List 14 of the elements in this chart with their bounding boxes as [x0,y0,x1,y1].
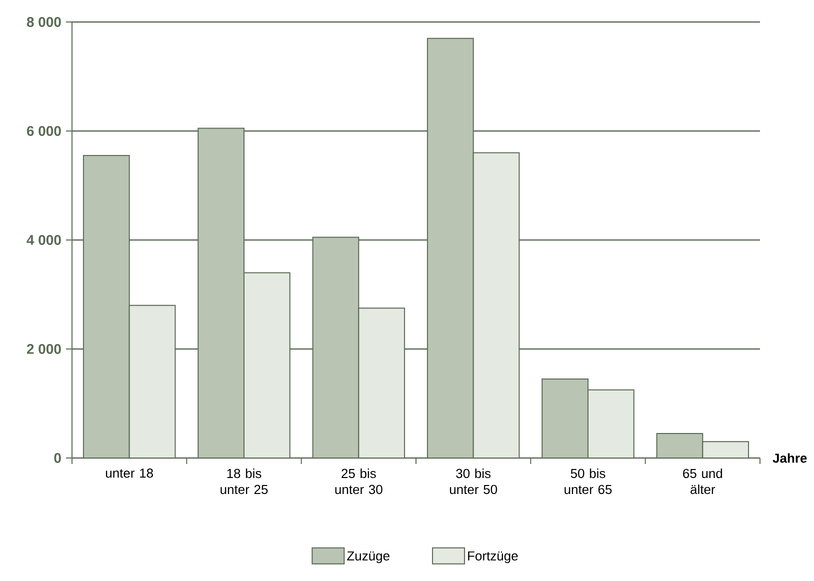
y-tick-label: 6 000 [26,126,61,136]
y-tick-label: 4 000 [26,235,61,245]
x-tick-label: 50 bis unter 65 [564,468,612,494]
legend-label: Zuzüge [347,551,390,564]
x-tick-label: 25 bis unter 30 [335,468,382,494]
y-tick-label: 2 000 [26,344,61,354]
y-tick-label: 0 [54,453,61,463]
x-tick-label: 30 bis unter 50 [450,468,498,494]
x-tick-label: 18 bis unter 25 [220,468,268,494]
x-tick-label: 65 und älter [683,468,722,494]
x-axis-title: Jahre [772,453,807,463]
y-tick-label: 8 000 [26,17,61,27]
legend-label: Fortzüge [468,551,518,564]
x-tick-label: unter 18 [106,468,153,478]
